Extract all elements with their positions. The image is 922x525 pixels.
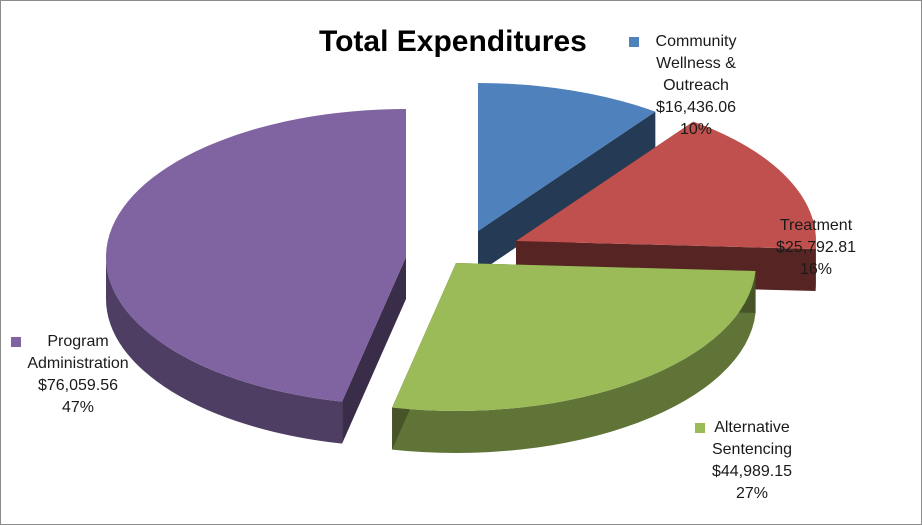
pie-slice-top-community-wellness — [478, 83, 656, 231]
pie-slice-alternative-sentencing — [392, 263, 756, 454]
slice-percent-label: 47% — [61, 399, 95, 416]
legend-marker-program-administration — [11, 337, 21, 347]
pie-slice-top-program-administration — [105, 109, 407, 402]
slice-name-line: Program — [47, 333, 109, 350]
slice-value-label: $76,059.56 — [37, 377, 119, 394]
pie-slice-community-wellness — [478, 83, 656, 273]
data-label-alternative-sentencing: Alternative Sentencing $44,989.15 27% — [687, 417, 817, 505]
slice-name-line: Sentencing — [711, 441, 793, 458]
pie-slice-top-treatment — [516, 121, 817, 250]
slice-percent-label: 27% — [735, 485, 769, 502]
pie-slice-cut-community-wellness — [478, 111, 656, 273]
slice-name-line: Community — [655, 33, 737, 50]
legend-marker-treatment — [754, 221, 764, 231]
pie-slice-program-administration — [105, 109, 407, 444]
pie-slice-side-program-administration — [106, 257, 343, 444]
data-label-treatment: Treatment $25,792.81 16% — [746, 215, 886, 281]
data-label-community-wellness: Community Wellness & Outreach $16,436.06… — [621, 31, 771, 141]
slice-name-line: Administration — [27, 355, 129, 372]
slice-name-line: Outreach — [663, 77, 729, 94]
slice-name-line: Wellness & — [656, 55, 736, 72]
pie-slice-cut-program-administration — [342, 257, 406, 444]
slice-name-line: Treatment — [779, 217, 853, 234]
data-label-program-administration: Program Administration $76,059.56 47% — [3, 331, 153, 419]
slice-name-line: Alternative — [714, 419, 790, 436]
pie-slice-top-alternative-sentencing — [392, 263, 756, 411]
pie-slice-side-alternative-sentencing — [392, 271, 756, 454]
legend-marker-community-wellness — [629, 37, 639, 47]
legend-marker-alternative-sentencing — [695, 423, 705, 433]
slice-value-label: $44,989.15 — [711, 463, 793, 480]
slice-value-label: $25,792.81 — [775, 239, 857, 256]
slice-percent-label: 10% — [679, 121, 713, 138]
slice-percent-label: 16% — [799, 261, 833, 278]
chart-title: Total Expenditures — [319, 25, 587, 58]
slice-value-label: $16,436.06 — [655, 99, 737, 116]
